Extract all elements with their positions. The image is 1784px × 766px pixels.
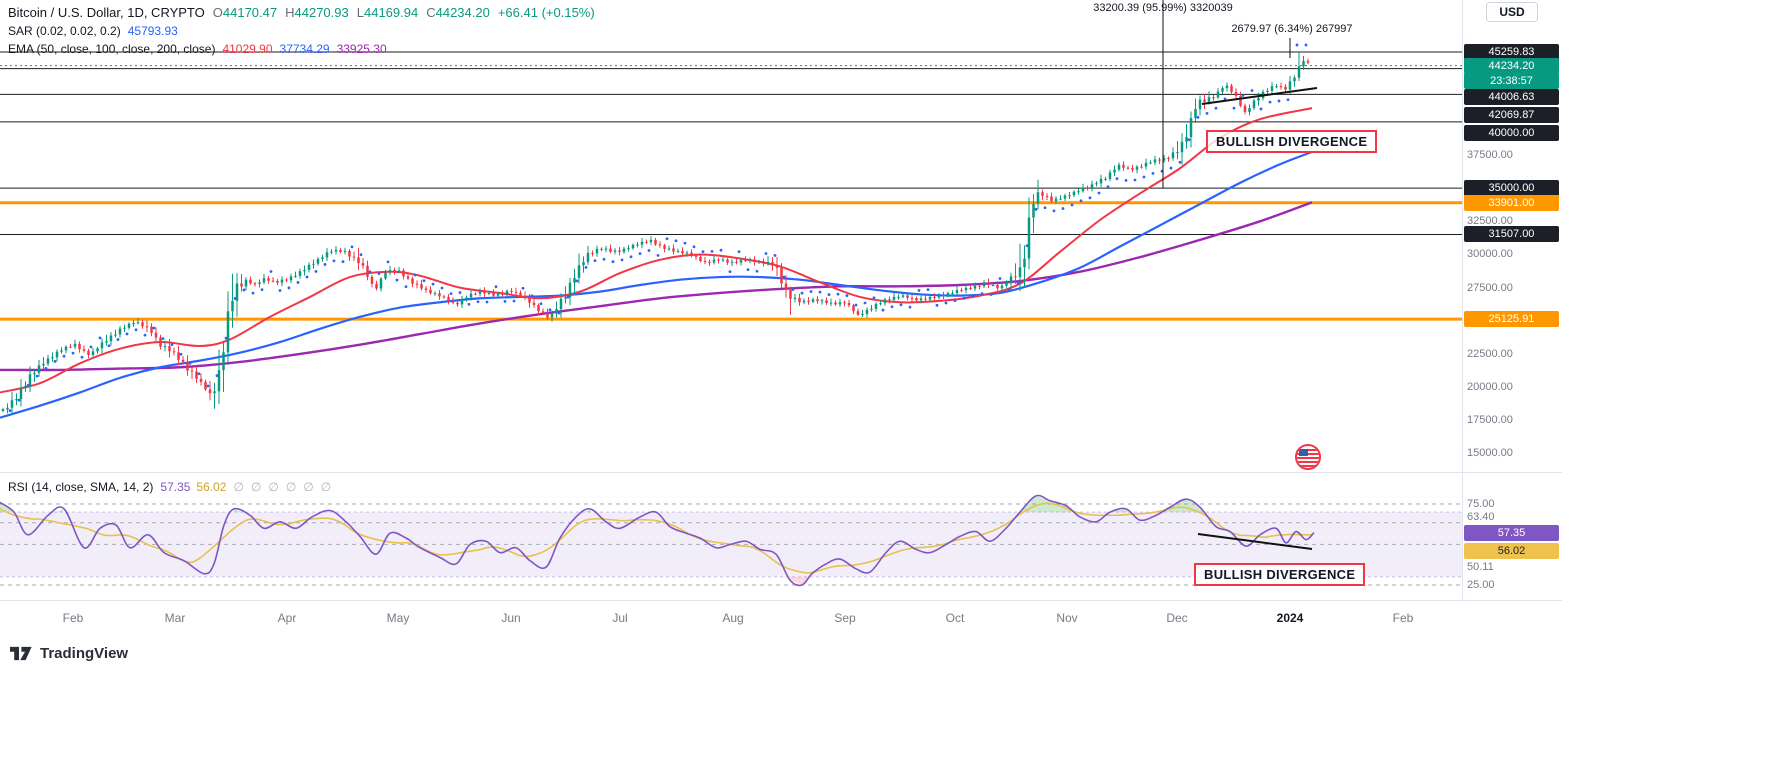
hidden-value-icon: ∅ [303,480,314,494]
axis-price-label: 32500.00 [1467,215,1513,227]
axis-price-label: 37500.00 [1467,149,1513,161]
ohlc-item: C44234.20 [426,4,490,20]
axis-price-label: 27500.00 [1467,282,1513,294]
price-tag: 40000.00 [1464,125,1559,141]
rsi-hidden-values: ∅ ∅ ∅ ∅ ∅ ∅ [226,480,331,494]
price-tag: 33901.00 [1464,195,1559,211]
bullish-divergence-price-callout[interactable]: BULLISH DIVERGENCE [1206,130,1378,153]
price-range-measure-small-label[interactable]: 2679.97 (6.34%) 267997 [1231,23,1353,35]
symbol-title: Bitcoin / U.S. Dollar, 1D, CRYPTO [8,4,205,20]
tradingview-logo-icon [10,646,32,661]
change-value: +66.41 (+0.15%) [497,4,595,20]
hidden-value-icon: ∅ [268,480,279,494]
axis-price-label: 50.11 [1467,561,1494,573]
sar-legend[interactable]: SAR (0.02, 0.02, 0.2) 45793.93 [8,23,178,39]
price-tag: 45259.83 [1464,44,1559,60]
hidden-value-icon: ∅ [285,480,297,494]
ema-values: 41029.90 37734.29 33925.30 [215,42,386,56]
price-tag: 23:38:57 [1464,73,1559,89]
time-axis-month-label: Feb [1392,611,1414,625]
rsi-tag: 56.02 [1464,543,1559,559]
symbol-legend[interactable]: Bitcoin / U.S. Dollar, 1D, CRYPTO O44170… [8,4,595,20]
axis-price-label: 30000.00 [1467,248,1513,260]
bullish-divergence-rsi-callout[interactable]: BULLISH DIVERGENCE [1194,563,1366,586]
ema-label: EMA (50, close, 100, close, 200, close) [8,42,216,56]
hidden-value-icon: ∅ [320,480,332,494]
axis-price-label: 22500.00 [1467,348,1513,360]
ohlc-item: H44270.93 [285,4,349,20]
time-axis-month-label: Aug [722,611,744,625]
time-axis-month-label: Dec [1166,611,1188,625]
price-tag: 31507.00 [1464,226,1559,242]
ema-legend[interactable]: EMA (50, close, 100, close, 200, close) … [8,41,387,57]
hidden-value-icon: ∅ [250,480,262,494]
tradingview-logo-text: TradingView [40,645,129,662]
price-range-measure-label[interactable]: 33200.39 (95.99%) 3320039 [1093,2,1233,14]
price-tag: 44006.63 [1464,89,1559,105]
time-axis-month-label: Jun [501,611,521,625]
rsi-sma-value: 56.02 [196,480,227,494]
price-tag: 35000.00 [1464,180,1559,196]
time-axis-month-label: Jul [612,611,628,625]
time-axis-month-label: Apr [277,611,297,625]
time-axis-month-label: 2024 [1276,611,1304,625]
ohlc-item: O44170.47 [212,4,278,20]
ema-value: 33925.30 [336,42,387,56]
sar-value: 45793.93 [127,24,178,38]
ohlc-item: L44169.94 [356,4,419,20]
axis-price-label: 15000.00 [1467,447,1513,459]
ohlc-values: O44170.47 H44270.93 L44169.94 C44234.20 [205,5,490,20]
rsi-label: RSI (14, close, SMA, 14, 2) [8,480,154,494]
axis-price-label: 17500.00 [1467,414,1513,426]
rsi-tag: 57.35 [1464,525,1559,541]
price-tag: 44234.20 [1464,58,1559,74]
currency-usd-button[interactable]: USD [1486,2,1538,22]
time-axis-month-label: Sep [834,611,856,625]
sar-label: SAR (0.02, 0.02, 0.2) [8,24,121,38]
time-axis-month-label: May [386,611,410,625]
ema-value: 37734.29 [279,42,330,56]
tradingview-logo[interactable]: TradingView [10,645,128,662]
axis-price-label: 25.00 [1467,579,1495,591]
rsi-value: 57.35 [160,480,191,494]
axis-price-label: 63.40 [1467,511,1495,523]
price-tag: 25125.91 [1464,311,1559,327]
time-axis-month-label: Feb [62,611,84,625]
flag-marker-icon[interactable] [1295,444,1321,470]
flag-canton [1299,449,1308,456]
hidden-value-icon: ∅ [233,480,244,494]
time-axis-month-label: Nov [1056,611,1078,625]
axis-price-label: 75.00 [1467,498,1495,510]
price-tag: 42069.87 [1464,107,1559,123]
axis-price-label: 20000.00 [1467,381,1513,393]
time-axis-month-label: Mar [164,611,186,625]
ema-value: 41029.90 [222,42,273,56]
time-axis-month-label: Oct [945,611,965,625]
rsi-legend[interactable]: RSI (14, close, SMA, 14, 2) 57.35 56.02 … [8,479,331,495]
